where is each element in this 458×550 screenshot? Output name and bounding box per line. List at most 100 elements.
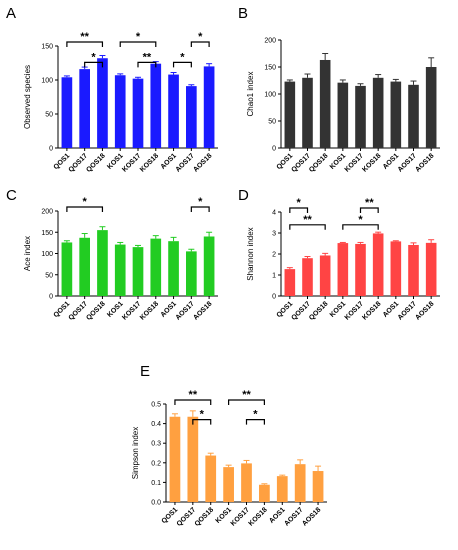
y-tick-label-d-4: 4 xyxy=(272,210,276,217)
sig-bracket-a-5 xyxy=(190,41,210,47)
panel-letter-c: C xyxy=(6,187,17,204)
sig-bracket-d-1 xyxy=(289,224,326,230)
bar-e-7 xyxy=(294,464,306,502)
y-tick-label-a-2: 100 xyxy=(41,78,53,85)
sig-bracket-a-3 xyxy=(137,61,157,68)
bar-a-8 xyxy=(203,66,215,148)
sig-label-d-3: ** xyxy=(365,197,374,209)
bar-b-3 xyxy=(337,82,349,148)
sig-label-c-0: * xyxy=(83,196,88,208)
sig-label-d-2: * xyxy=(358,214,363,226)
panel-letter-b: B xyxy=(238,5,248,22)
bar-a-2 xyxy=(97,58,108,148)
bar-a-3 xyxy=(114,75,126,148)
y-tick-label-c-0: 0 xyxy=(49,294,53,301)
sig-label-a-0: ** xyxy=(80,31,89,43)
sig-bracket-a-0 xyxy=(66,41,104,47)
y-tick-label-a-0: 0 xyxy=(49,146,53,153)
sig-bracket-d-2 xyxy=(342,224,379,230)
panel-letter-d: D xyxy=(238,187,249,204)
sig-bracket-e-3 xyxy=(245,419,265,425)
category-label-c-8: AOS18 xyxy=(192,300,213,321)
y-axis-title-d: Shannon index xyxy=(246,227,255,280)
sig-bracket-a-1 xyxy=(84,61,104,68)
bar-e-0 xyxy=(169,416,181,502)
y-axis-title-b: Chao1 index xyxy=(246,72,255,117)
y-tick-label-c-4: 200 xyxy=(41,209,53,216)
bar-b-6 xyxy=(390,81,402,148)
bar-b-8 xyxy=(425,67,437,148)
bar-e-2 xyxy=(205,455,217,502)
sig-bracket-c-0 xyxy=(66,206,104,212)
bar-a-0 xyxy=(61,77,73,148)
sig-bracket-e-0 xyxy=(174,399,212,405)
sig-label-a-2: * xyxy=(136,31,141,43)
y-tick-label-b-0: 0 xyxy=(272,146,276,153)
bar-e-1 xyxy=(187,416,199,502)
category-label-b-8: AOS18 xyxy=(414,152,435,173)
sig-label-a-4: * xyxy=(180,51,185,63)
category-label-e-7: AOS17 xyxy=(283,506,304,527)
bar-b-1 xyxy=(302,77,313,148)
sig-label-e-1: * xyxy=(200,409,205,421)
y-tick-label-e-1: 0.1 xyxy=(151,480,161,487)
y-axis-title-c: Ace index xyxy=(23,236,32,271)
category-label-a-8: AOS18 xyxy=(192,152,213,173)
sig-label-d-1: ** xyxy=(303,214,312,226)
y-axis-title-a: Observed species xyxy=(23,65,32,129)
bar-b-5 xyxy=(372,77,384,148)
y-tick-label-e-3: 0.3 xyxy=(151,441,161,448)
y-tick-label-c-1: 50 xyxy=(45,272,53,279)
sig-bracket-e-1 xyxy=(192,419,212,425)
category-label-a-7: AOS17 xyxy=(175,152,196,173)
category-label-a-4: KOS17 xyxy=(121,152,142,173)
category-label-e-2: QOS18 xyxy=(194,506,216,528)
sig-label-a-5: * xyxy=(198,31,203,43)
sig-label-e-0: ** xyxy=(189,389,198,401)
y-tick-label-c-3: 150 xyxy=(41,230,53,237)
y-tick-label-d-3: 3 xyxy=(272,231,276,238)
bar-e-5 xyxy=(259,484,270,502)
bar-b-4 xyxy=(355,85,366,148)
category-label-e-8: AOS18 xyxy=(301,506,322,527)
y-tick-label-c-2: 100 xyxy=(41,251,53,258)
bar-e-4 xyxy=(241,463,252,502)
category-label-c-4: KOS17 xyxy=(121,300,142,321)
y-tick-label-e-2: 0.2 xyxy=(151,460,161,467)
bar-d-6 xyxy=(390,241,402,296)
y-tick-label-d-1: 1 xyxy=(272,273,276,280)
bar-c-1 xyxy=(79,237,90,296)
bar-d-4 xyxy=(355,243,366,296)
bar-b-2 xyxy=(319,59,331,149)
y-tick-label-b-4: 200 xyxy=(264,38,276,45)
bar-a-5 xyxy=(150,63,162,148)
bar-d-8 xyxy=(425,242,437,296)
sig-label-c-1: * xyxy=(198,196,203,208)
y-tick-label-b-2: 100 xyxy=(264,92,276,99)
sig-bracket-a-2 xyxy=(119,41,157,47)
bar-a-7 xyxy=(186,86,197,148)
sig-bracket-c-1 xyxy=(190,206,210,212)
category-label-d-8: AOS18 xyxy=(414,300,435,321)
y-tick-label-d-2: 2 xyxy=(272,252,276,259)
bar-e-3 xyxy=(223,467,234,502)
sig-bracket-e-2 xyxy=(228,399,265,405)
category-label-d-5: KOS18 xyxy=(361,300,382,321)
category-label-c-2: QOS18 xyxy=(85,300,107,322)
sig-label-a-3: ** xyxy=(143,51,152,63)
bar-d-3 xyxy=(337,243,349,296)
bar-c-4 xyxy=(132,247,144,296)
y-tick-label-d-0: 0 xyxy=(272,294,276,301)
y-tick-label-a-3: 150 xyxy=(41,44,53,51)
sig-label-e-3: * xyxy=(253,409,258,421)
bar-d-2 xyxy=(319,255,331,296)
category-label-a-5: KOS18 xyxy=(139,152,160,173)
bar-d-7 xyxy=(408,244,419,296)
category-label-c-7: AOS17 xyxy=(175,300,196,321)
bar-c-0 xyxy=(61,242,73,296)
